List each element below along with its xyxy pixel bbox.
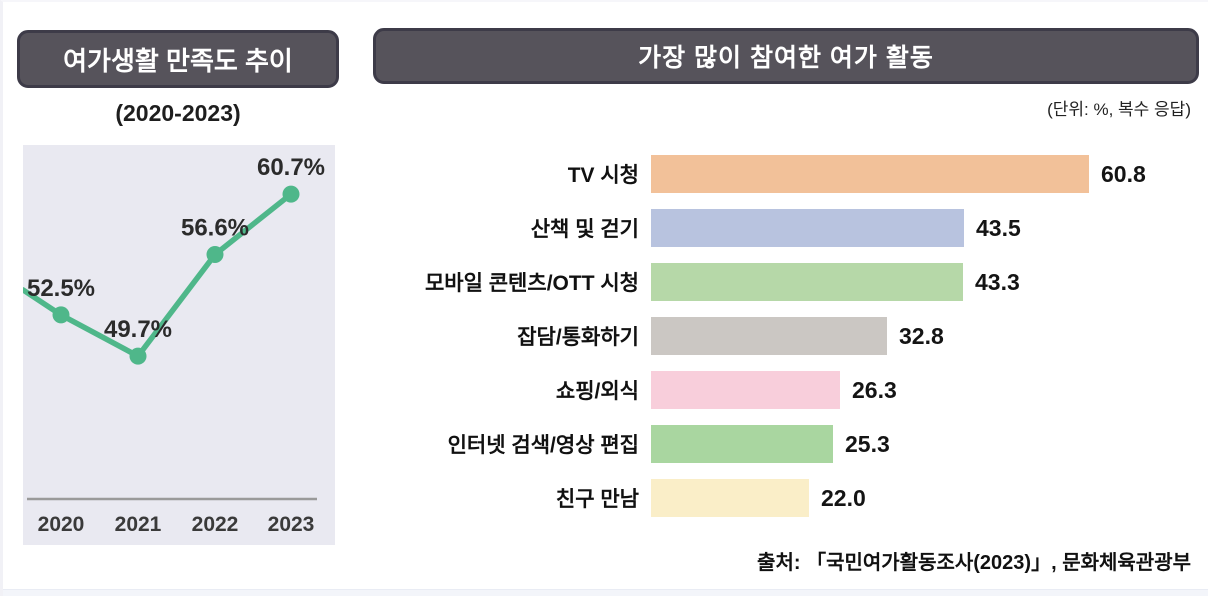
bar-category-label: 인터넷 검색/영상 편집 — [447, 434, 639, 457]
bar-value-label: 26.3 — [852, 376, 897, 403]
bar-row: 모바일 콘텐츠/OTT 시청 43.3 — [373, 263, 1199, 301]
data-point-label: 49.7% — [104, 316, 172, 343]
bar-category-label: 잡담/통화하기 — [517, 326, 639, 349]
satisfaction-line-chart: 52.5% 2020 49.7% 2021 56.6% 2022 60.7% 2023 — [23, 145, 335, 545]
page-bottom-strip — [3, 589, 1208, 596]
data-point — [52, 306, 70, 324]
bar-value-label: 25.3 — [845, 430, 890, 457]
bar-category-label: 모바일 콘텐츠/OTT 시청 — [424, 272, 639, 295]
bar-row: 친구 만남 22.0 — [373, 479, 1199, 517]
bar-row: 산책 및 걷기 43.5 — [373, 209, 1199, 247]
bar-value-label: 43.3 — [975, 268, 1020, 295]
bar-value-label: 43.5 — [976, 214, 1021, 241]
line-chart-canvas: 52.5% 2020 49.7% 2021 56.6% 2022 60.7% 2023 — [23, 154, 325, 536]
year-tick-label: 2020 — [38, 513, 85, 536]
source-note: 출처: 「국민여가활동조사(2023)」, 문화체육관광부 — [757, 552, 1191, 574]
leisure-activity-title-box: 가장 많이 참여한 여가 활동 — [373, 28, 1199, 84]
bar-value-label: 32.8 — [899, 322, 944, 349]
bar-row: 쇼핑/외식 26.3 — [373, 371, 1199, 409]
data-point-label: 60.7% — [257, 154, 325, 181]
bar-value-label: 60.8 — [1101, 160, 1146, 187]
trend-period-subtitle: (2020-2023) — [115, 100, 241, 126]
bar-category-label: TV 시청 — [567, 164, 639, 187]
bar-row: 잡담/통화하기 32.8 — [373, 317, 1199, 355]
year-tick-label: 2023 — [268, 513, 315, 536]
bar-row: 인터넷 검색/영상 편집 25.3 — [373, 425, 1199, 463]
bar — [651, 209, 964, 247]
bar-category-label: 쇼핑/외식 — [555, 380, 639, 403]
bar-row: TV 시청 60.8 — [373, 155, 1199, 193]
data-point — [282, 185, 300, 203]
data-point-label: 56.6% — [181, 215, 249, 242]
bar-category-label: 산책 및 걷기 — [530, 218, 639, 241]
data-point — [206, 246, 224, 264]
year-tick-label: 2021 — [115, 513, 162, 536]
year-tick-label: 2022 — [192, 513, 239, 536]
leisure-activity-bar-chart: TV 시청 60.8 산책 및 걷기 43.5 모바일 콘텐츠/OTT 시청 43.3 잡담… — [373, 155, 1199, 533]
bar — [651, 317, 887, 355]
data-point — [129, 347, 147, 365]
bar — [651, 479, 809, 517]
bar — [651, 155, 1089, 193]
bar — [651, 371, 840, 409]
unit-note: (단위: %, 복수 응답) — [1047, 100, 1191, 119]
data-point-label: 52.5% — [27, 275, 95, 302]
bar-category-label: 친구 만남 — [555, 488, 639, 511]
bar-value-label: 22.0 — [821, 484, 866, 511]
leisure-activity-title: 가장 많이 참여한 여가 활동 — [638, 44, 934, 72]
satisfaction-trend-title: 여가생활 만족도 추이 — [63, 45, 293, 76]
satisfaction-trend-title-box: 여가생활 만족도 추이 — [17, 30, 339, 88]
bar — [651, 263, 963, 301]
bar — [651, 425, 833, 463]
